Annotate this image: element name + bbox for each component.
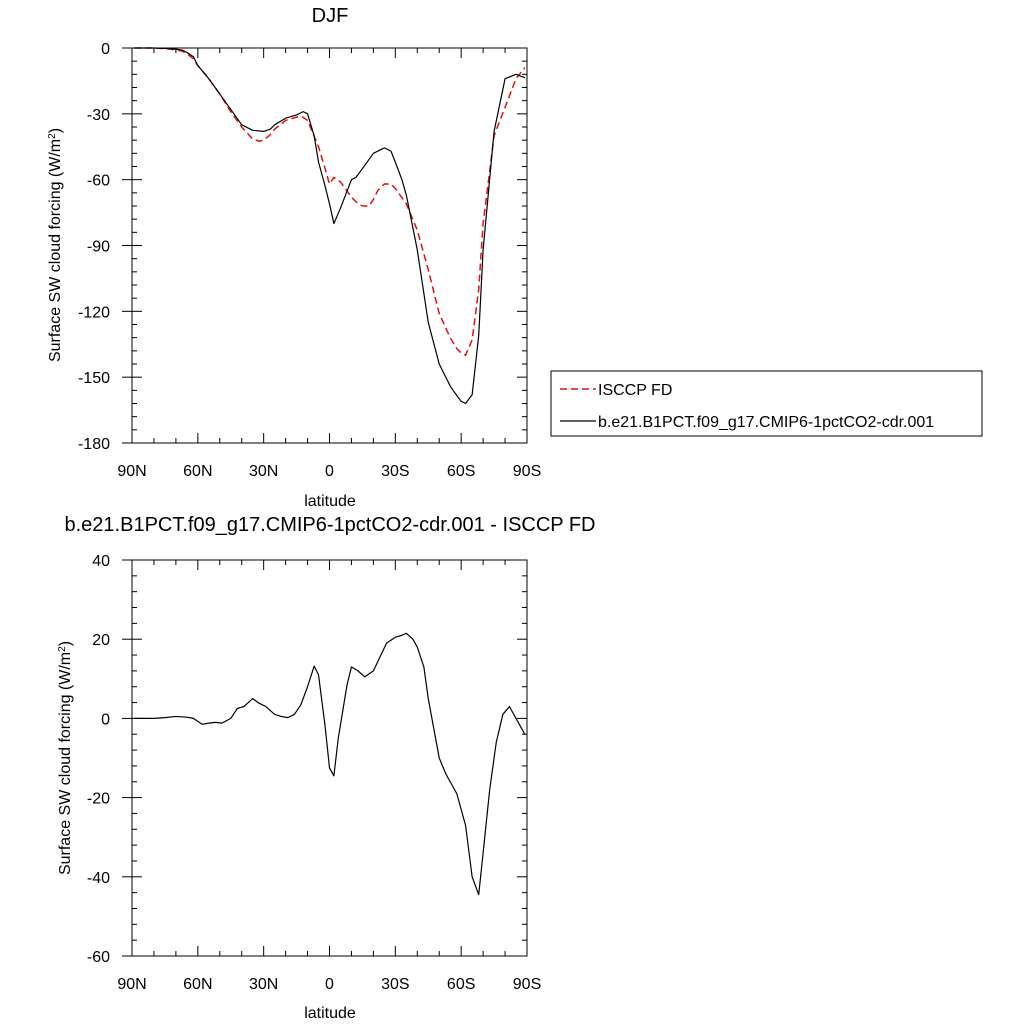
bottom-y-tick-label: -20 [87,791,110,808]
bottom-panel: b.e21.B1PCT.f09_g17.CMIP6-1pctCO2-cdr.00… [57,514,596,1022]
bottom-x-tick-label: 30N [249,976,278,993]
bottom-y-tick-label: 0 [101,711,110,728]
bottom-y-tick-label: -40 [87,870,110,887]
bottom-y-axis-label: Surface SW cloud forcing (W/m2) [57,641,75,875]
top-panel: DJF 90N 60N 30N 0 30S 60S 90S 0 -30 -60 -90 -120 -15… [47,5,542,510]
top-y-tick-label: -60 [87,173,110,190]
top-y-axis-label: Surface SW cloud forcing (W/m2) [47,128,65,362]
top-x-tick-label: 90S [513,463,541,480]
top-ticks-layer: 90N 60N 30N 0 30S 60S 90S 0 -30 -60 -90 -120 -150 -18… [78,41,541,480]
bottom-x-tick-label: 30S [381,976,409,993]
top-y-tick-label: -180 [78,436,110,453]
legend: ISCCP FD b.e21.B1PCT.f09_g17.CMIP6-1pctC… [550,370,983,437]
bottom-chart-title: b.e21.B1PCT.f09_g17.CMIP6-1pctCO2-cdr.00… [65,514,596,536]
top-y-tick-label: 0 [101,41,110,58]
bottom-x-tick-label: 90N [117,976,146,993]
bottom-ticks-layer: 90N 60N 30N 0 30S 60S 90S 40 20 0 -20 -40 -60 [87,553,541,993]
top-x-tick-label: 60N [183,463,212,480]
top-chart-title: DJF [312,5,349,27]
top-x-axis-label: latitude [304,493,356,510]
legend-box [550,370,983,437]
bottom-x-tick-label: 90S [513,976,541,993]
bottom-series-line-0 [134,632,526,896]
bottom-x-axis-label: latitude [304,1005,356,1022]
bottom-y-tick-label: -60 [87,949,110,966]
bottom-x-tick-label: 60N [183,976,212,993]
top-x-tick-label: 90N [117,463,146,480]
top-series-layer [134,47,526,405]
top-x-tick-label: 60S [447,463,475,480]
top-y-tick-label: -120 [78,304,110,321]
top-series-line-1 [134,47,526,405]
bottom-plot-frame [131,559,528,957]
top-y-tick-label: -150 [78,370,110,387]
legend-label-model: b.e21.B1PCT.f09_g17.CMIP6-1pctCO2-cdr.00… [598,414,934,431]
legend-label-isccp: ISCCP FD [598,382,672,399]
top-x-tick-label: 30S [381,463,409,480]
bottom-y-tick-label: 20 [92,632,110,649]
top-y-tick-label: -30 [87,107,110,124]
bottom-x-tick-label: 0 [325,976,334,993]
bottom-x-tick-label: 60S [447,976,475,993]
top-series-line-0 [134,47,526,356]
top-x-tick-label: 30N [249,463,278,480]
bottom-series-layer [134,632,526,896]
bottom-y-tick-label: 40 [92,553,110,570]
top-x-tick-label: 0 [325,463,334,480]
top-plot-frame [131,47,528,444]
top-y-tick-label: -90 [87,239,110,256]
